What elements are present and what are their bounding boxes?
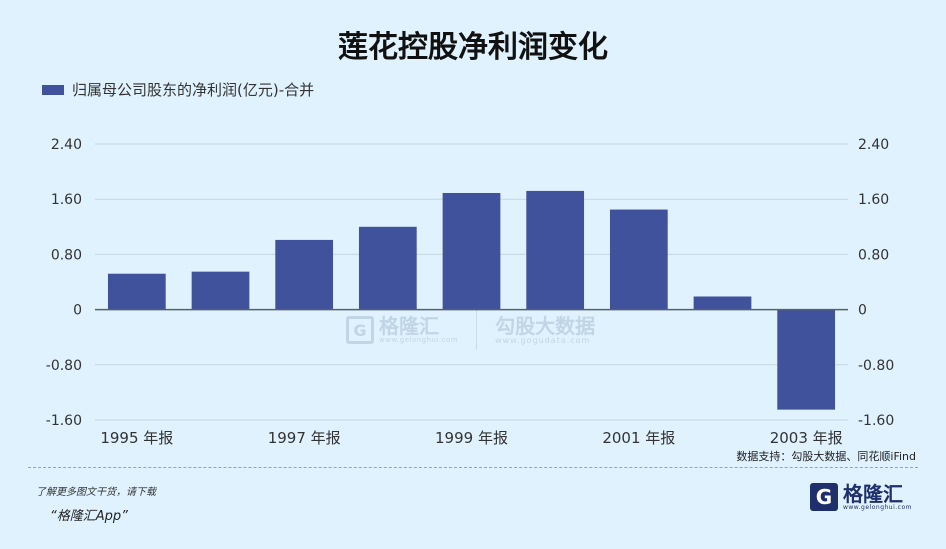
y-tick-label-left: 0.80	[51, 247, 82, 263]
bar	[107, 273, 166, 310]
watermark-name: 格隆汇	[379, 314, 439, 338]
watermark: G 格隆汇 www.gelonghui.com 勾股大数据 www.goguda…	[346, 310, 595, 350]
legend-label: 归属母公司股东的净利润(亿元)-合并	[72, 81, 315, 99]
x-tick-label: 1999 年报	[435, 429, 508, 447]
x-tick-label: 2001 年报	[602, 429, 675, 447]
bar	[609, 209, 668, 310]
brand-logo: G 格隆汇 www.gelonghui.com	[809, 481, 912, 511]
watermark-url-2: www.gogudata.com	[495, 335, 591, 345]
brand-logo-icon: G	[809, 483, 838, 511]
bar	[275, 239, 334, 310]
y-tick-label-left: -0.80	[46, 358, 82, 374]
x-tick-label: 1997 年报	[268, 429, 341, 447]
chart-title: 莲花控股净利润变化	[338, 30, 608, 65]
y-tick-label-left: 0	[73, 303, 82, 319]
bar	[693, 296, 752, 310]
data-source: 数据支持：勾股大数据、同花顺iFind	[736, 450, 916, 463]
footer-app-name: “格隆汇App”	[50, 509, 128, 524]
footer-divider	[28, 467, 918, 468]
watermark-logo-icon: G	[346, 316, 374, 344]
y-tick-label-right: 0.80	[858, 247, 889, 263]
y-tick-label-right: 1.60	[858, 192, 889, 208]
y-tick-label-left: 2.40	[51, 137, 82, 153]
bar	[526, 190, 585, 310]
x-tick-label: 2003 年报	[770, 429, 843, 447]
legend-swatch	[42, 84, 64, 95]
x-tick-label: 1995 年报	[100, 429, 173, 447]
y-tick-label-right: -1.60	[858, 413, 894, 429]
watermark-url: www.gelonghui.com	[379, 336, 459, 344]
y-tick-label-right: 0	[858, 303, 867, 319]
y-tick-label-left: 1.60	[51, 192, 82, 208]
watermark-separator	[476, 310, 478, 350]
y-tick-label-right: 2.40	[858, 137, 889, 153]
bar	[442, 192, 501, 310]
y-tick-label-left: -1.60	[46, 413, 82, 429]
brand-name: 格隆汇	[842, 481, 903, 506]
bar	[777, 309, 836, 410]
brand-url: www.gelonghui.com	[842, 503, 912, 511]
watermark-name-2: 勾股大数据	[495, 313, 596, 338]
y-tick-label-right: -0.80	[858, 358, 894, 374]
legend: 归属母公司股东的净利润(亿元)-合并	[42, 79, 314, 100]
bar	[358, 226, 417, 310]
footer-note: 了解更多图文干货，请下载	[36, 487, 156, 498]
bar	[191, 271, 250, 310]
